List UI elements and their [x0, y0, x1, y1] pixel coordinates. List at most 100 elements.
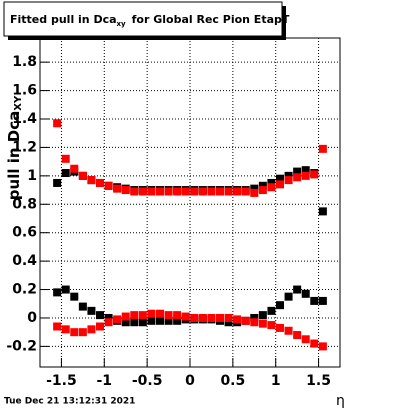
x-tick-label: 0: [185, 373, 195, 389]
marker: [233, 315, 242, 324]
marker: [147, 309, 156, 318]
marker: [318, 207, 327, 216]
marker: [224, 318, 233, 327]
marker: [138, 318, 147, 327]
marker: [138, 187, 147, 196]
marker: [113, 315, 122, 324]
marker: [53, 178, 62, 187]
y-tick-label: 0.4: [12, 253, 37, 269]
marker: [87, 176, 96, 185]
marker: [53, 322, 62, 331]
marker: [310, 339, 319, 348]
y-tick-label: 1: [27, 168, 37, 184]
x-tick-label: -1: [97, 373, 113, 389]
marker: [173, 311, 182, 320]
marker: [241, 316, 250, 325]
marker: [190, 313, 199, 322]
marker: [293, 167, 302, 176]
marker: [301, 335, 310, 344]
y-tick-label: 0: [27, 310, 37, 326]
marker: [258, 181, 267, 190]
marker: [156, 187, 164, 196]
marker: [147, 316, 156, 325]
marker: [267, 306, 276, 315]
marker: [96, 311, 104, 320]
marker: [250, 313, 259, 322]
marker: [104, 318, 113, 327]
marker: [147, 187, 156, 196]
marker: [181, 312, 190, 321]
marker: [181, 187, 190, 196]
marker: [164, 311, 173, 320]
marker: [156, 309, 164, 318]
y-axis-label: pull in DcaXY: [5, 95, 25, 200]
marker: [318, 296, 327, 305]
marker: [61, 154, 70, 163]
marker: [53, 119, 62, 128]
marker: [318, 342, 327, 351]
marker: [258, 319, 267, 328]
marker: [224, 313, 233, 322]
marker: [250, 188, 259, 197]
y-tick-label: 0.8: [12, 196, 37, 212]
marker: [164, 316, 173, 325]
marker: [207, 187, 216, 196]
marker: [121, 318, 130, 327]
marker: [250, 318, 259, 327]
marker: [310, 170, 319, 179]
marker: [284, 326, 293, 335]
marker: [70, 328, 79, 337]
title-box: [3, 1, 283, 37]
x-tick-label: -1.5: [46, 373, 77, 389]
marker: [250, 184, 259, 193]
marker: [198, 187, 207, 196]
marker: [113, 184, 122, 193]
marker: [96, 322, 104, 331]
marker: [61, 169, 70, 178]
x-tick-label: 1.5: [306, 373, 331, 389]
marker: [301, 289, 310, 298]
marker: [130, 318, 139, 327]
marker: [276, 174, 284, 183]
footer-date: Tue Dec 21 13:12:31 2021: [4, 397, 135, 407]
marker: [301, 166, 310, 175]
marker: [258, 311, 267, 320]
marker: [78, 302, 87, 311]
marker: [293, 331, 302, 340]
marker: [318, 144, 327, 153]
y-tick-label: 1.4: [12, 111, 37, 127]
marker: [121, 312, 130, 321]
marker: [96, 178, 104, 187]
marker: [284, 176, 293, 185]
y-tick-label: 1.8: [12, 54, 37, 70]
marker: [216, 187, 224, 196]
marker: [241, 187, 250, 196]
marker: [104, 313, 113, 322]
marker: [61, 325, 70, 334]
marker: [104, 181, 113, 190]
marker: [267, 183, 276, 192]
marker: [78, 171, 87, 180]
y-tick-label: -0.2: [6, 338, 37, 354]
marker: [216, 313, 224, 322]
marker: [293, 173, 302, 182]
marker: [121, 186, 130, 195]
marker: [301, 171, 310, 180]
marker: [258, 186, 267, 195]
marker: [224, 187, 233, 196]
marker: [78, 328, 87, 337]
marker: [190, 187, 199, 196]
marker: [173, 316, 182, 325]
y-tick-label: 0.6: [12, 225, 37, 241]
marker: [207, 313, 216, 322]
marker: [138, 311, 147, 320]
y-tick-label: 1.2: [12, 139, 37, 155]
marker: [156, 316, 164, 325]
marker: [70, 164, 79, 173]
marker: [233, 187, 242, 196]
marker: [284, 292, 293, 301]
marker: [130, 311, 139, 320]
marker: [53, 288, 62, 297]
marker: [61, 285, 70, 294]
